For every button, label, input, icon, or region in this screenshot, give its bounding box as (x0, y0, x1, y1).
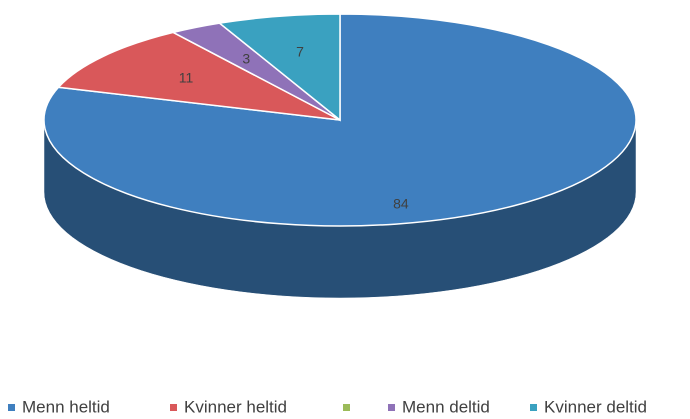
legend-label: Menn deltid (402, 397, 490, 416)
data-label: 11 (179, 69, 194, 85)
data-label: 84 (393, 196, 409, 212)
legend-label: Menn heltid (22, 397, 110, 416)
legend-swatch (170, 404, 177, 411)
legend-label: Kvinner heltid (184, 397, 287, 416)
pie-slice (56, 31, 341, 121)
legend-swatch (530, 404, 537, 411)
legend-label: Kvinner deltid (544, 397, 647, 416)
legend-swatch (388, 404, 395, 411)
pie-slice (217, 13, 341, 122)
legend-swatch (343, 404, 350, 411)
data-label: 7 (296, 43, 304, 59)
data-label: 3 (242, 51, 250, 67)
legend-swatch (8, 404, 15, 411)
